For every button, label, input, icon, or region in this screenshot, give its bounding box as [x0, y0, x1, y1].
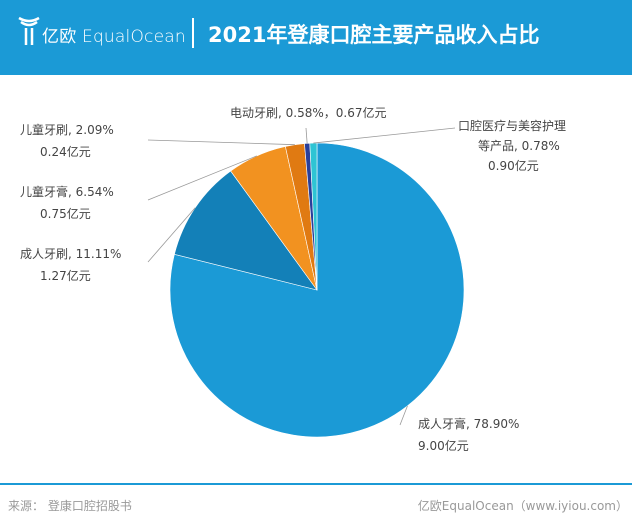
data-label-1-1: 1.27亿元 — [40, 268, 91, 283]
leader-line-1 — [147, 207, 196, 263]
leader-line-2 — [147, 155, 257, 201]
data-label-3-1: 0.24亿元 — [40, 144, 91, 159]
leader-line-5 — [313, 127, 456, 144]
data-label-3-0: 儿童牙刷, 2.09% — [20, 122, 114, 137]
data-label-0-1: 9.00亿元 — [418, 438, 469, 453]
leader-line-0 — [399, 405, 408, 426]
chart-title: 2021年登康口腔主要产品收入占比 — [208, 23, 540, 47]
leader-line-4 — [305, 127, 308, 144]
footer-divider — [0, 483, 632, 485]
leader-line-3 — [147, 139, 295, 146]
data-label-5-1: 等产品, 0.78% — [478, 139, 560, 153]
source-note: 来源： 登康口腔招股书 — [8, 499, 132, 513]
site-credit: 亿欧EqualOcean（www.iyiou.com） — [417, 499, 628, 513]
data-label-5-2: 0.90亿元 — [488, 158, 539, 173]
data-label-4-0: 电动牙刷, 0.58%，0.67亿元 — [230, 105, 386, 120]
data-label-2-0: 儿童牙膏, 6.54% — [20, 184, 114, 199]
data-label-2-1: 0.75亿元 — [40, 206, 91, 221]
data-label-1-0: 成人牙刷, 11.11% — [20, 247, 121, 261]
pie-slice-1 — [174, 170, 318, 291]
header-banner: 亿欧 EqualOcean 2021年登康口腔主要产品收入占比 — [0, 0, 632, 75]
brand-name: 亿欧 EqualOcean — [42, 27, 186, 47]
data-label-0-0: 成人牙膏, 78.90% — [418, 416, 519, 431]
data-label-5-0: 口腔医疗与美容护理 — [458, 118, 566, 133]
divider — [192, 18, 194, 48]
equalocean-logo-icon — [18, 16, 40, 45]
